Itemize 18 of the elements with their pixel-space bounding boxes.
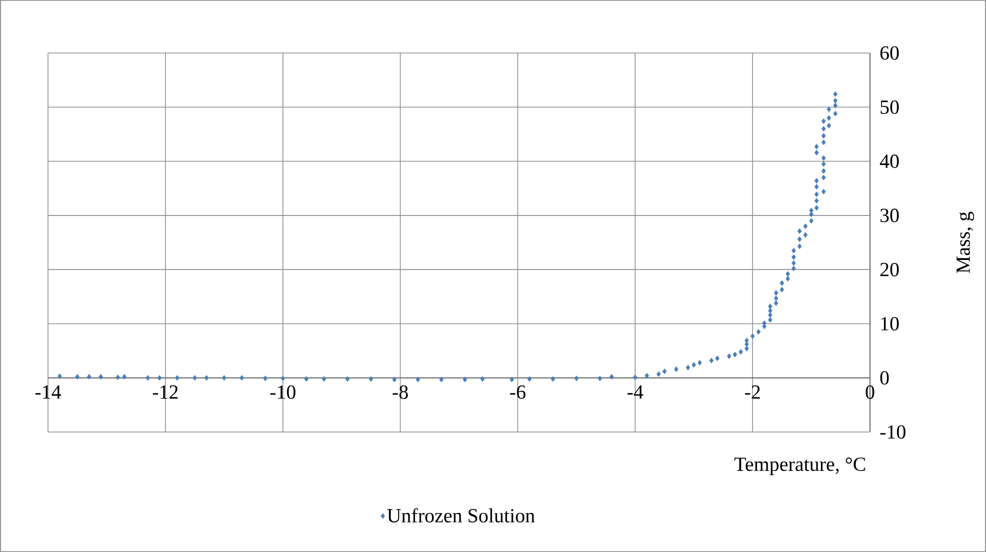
- x-tick-label: -6: [510, 385, 526, 399]
- y-tick-label: 10: [881, 316, 899, 330]
- x-tick-label: -14: [35, 385, 62, 399]
- x-tick-label: -4: [628, 385, 644, 399]
- x-tick-label: -10: [270, 385, 296, 399]
- legend-label: Unfrozen Solution: [387, 508, 535, 522]
- x-tick-label: -2: [745, 385, 760, 399]
- x-tick-label: -12: [152, 385, 178, 399]
- y-tick-label: 60: [880, 46, 899, 60]
- y-tick-label: -10: [880, 425, 906, 439]
- x-axis-title: Temperature, °C: [734, 458, 866, 476]
- x-tick-label: -8: [392, 385, 408, 399]
- y-tick-label: 30: [880, 208, 899, 222]
- y-tick-label: 40: [880, 154, 899, 168]
- y-tick-label: 50: [880, 100, 899, 114]
- y-tick-label: 20: [880, 262, 899, 276]
- y-tick-label: 0: [880, 371, 889, 385]
- y-axis-title: Mass, g: [956, 212, 974, 274]
